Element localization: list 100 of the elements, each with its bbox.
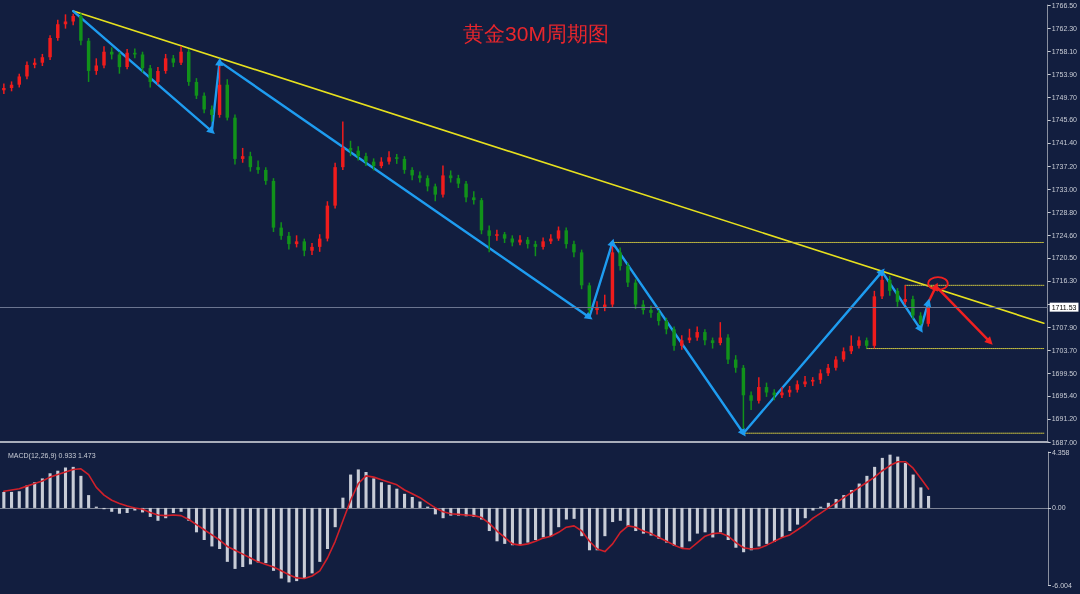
bar <box>248 507 252 565</box>
point <box>876 268 885 278</box>
bar <box>410 497 414 508</box>
bar <box>865 475 869 508</box>
bar <box>718 507 723 533</box>
candlestick <box>48 34 52 61</box>
candlestick <box>202 91 206 115</box>
bar <box>40 478 44 508</box>
bar <box>749 507 753 551</box>
bar <box>888 454 892 508</box>
bar <box>364 472 368 508</box>
bar <box>742 507 746 553</box>
bar <box>788 507 792 532</box>
candlestick <box>56 19 60 42</box>
bar <box>541 507 545 538</box>
bar <box>256 507 260 563</box>
bar <box>17 491 21 508</box>
bar <box>10 491 14 508</box>
bar <box>711 507 715 538</box>
bar <box>903 463 907 508</box>
candlestick <box>564 226 568 250</box>
bar <box>333 507 337 528</box>
candlestick <box>256 159 260 175</box>
bar <box>557 507 561 528</box>
bar <box>526 507 530 543</box>
bar <box>765 507 769 544</box>
bar <box>302 507 306 579</box>
bar <box>873 466 877 508</box>
candlestick <box>418 170 422 184</box>
bar <box>171 507 175 514</box>
bar <box>272 507 276 571</box>
bar <box>210 507 214 547</box>
bar <box>241 507 245 567</box>
bar <box>534 507 538 541</box>
bar <box>110 507 114 512</box>
candlestick <box>356 145 360 162</box>
bar <box>233 507 237 569</box>
candlestick <box>618 246 622 272</box>
bar <box>202 507 206 541</box>
candlestick <box>125 48 129 71</box>
bar <box>564 507 568 520</box>
bar <box>418 501 422 508</box>
candlestick <box>464 180 468 204</box>
bar <box>2 491 6 508</box>
bar <box>125 507 129 514</box>
bar <box>703 507 707 533</box>
bar <box>665 507 669 543</box>
bar <box>919 487 923 508</box>
candlestick <box>441 164 445 199</box>
bar <box>25 485 29 508</box>
bar <box>225 507 229 562</box>
candlestick <box>903 284 907 306</box>
bar <box>657 507 661 539</box>
bar <box>811 507 815 511</box>
point <box>737 427 746 437</box>
candlestick <box>472 190 476 206</box>
bar <box>310 507 314 574</box>
bar <box>79 475 83 508</box>
candlestick <box>757 376 761 405</box>
bar <box>618 507 622 521</box>
candlestick <box>749 390 753 411</box>
bar <box>580 507 584 537</box>
bar <box>63 467 68 508</box>
bar <box>356 469 360 508</box>
candlestick <box>726 333 730 365</box>
bar <box>626 507 630 526</box>
bar <box>796 507 800 525</box>
bar <box>395 488 399 508</box>
bar <box>757 507 761 547</box>
bar <box>927 495 931 508</box>
bar <box>503 507 507 544</box>
point <box>923 298 932 308</box>
bar <box>572 507 576 519</box>
bar <box>611 507 615 523</box>
candlestick <box>179 45 183 66</box>
candlestick <box>102 45 106 69</box>
bar <box>734 507 738 548</box>
bar <box>295 507 299 582</box>
text: 黄金30M周期图 <box>463 22 609 45</box>
bar <box>379 482 383 508</box>
candlestick <box>148 64 152 89</box>
bar <box>325 507 330 550</box>
bar <box>341 497 345 508</box>
bar <box>803 507 807 519</box>
bar <box>372 478 376 508</box>
candlestick <box>487 224 491 254</box>
bar <box>279 507 283 579</box>
bar <box>595 507 599 551</box>
bar <box>649 507 653 536</box>
candlestick <box>2 82 6 95</box>
candlestick <box>626 262 630 288</box>
bar <box>87 495 91 508</box>
bar <box>780 507 784 538</box>
point <box>206 125 215 135</box>
candlestick <box>672 325 676 352</box>
bar <box>549 507 553 537</box>
bar <box>218 507 222 550</box>
bar <box>48 473 52 508</box>
point <box>607 238 616 248</box>
bar <box>688 507 692 542</box>
